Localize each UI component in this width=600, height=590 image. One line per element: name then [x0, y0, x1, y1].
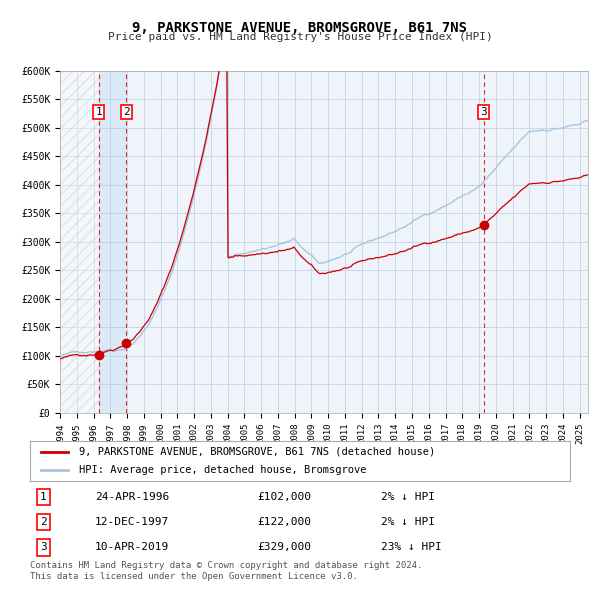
- Text: 2: 2: [40, 517, 47, 527]
- Text: 3: 3: [480, 107, 487, 117]
- Text: Price paid vs. HM Land Registry's House Price Index (HPI): Price paid vs. HM Land Registry's House …: [107, 32, 493, 42]
- Text: 23% ↓ HPI: 23% ↓ HPI: [381, 542, 442, 552]
- Text: Contains HM Land Registry data © Crown copyright and database right 2024.: Contains HM Land Registry data © Crown c…: [30, 560, 422, 569]
- Text: This data is licensed under the Open Government Licence v3.0.: This data is licensed under the Open Gov…: [30, 572, 358, 581]
- Text: £329,000: £329,000: [257, 542, 311, 552]
- Text: 24-APR-1996: 24-APR-1996: [95, 492, 169, 502]
- Text: 9, PARKSTONE AVENUE, BROMSGROVE, B61 7NS: 9, PARKSTONE AVENUE, BROMSGROVE, B61 7NS: [133, 21, 467, 35]
- Text: 2% ↓ HPI: 2% ↓ HPI: [381, 492, 435, 502]
- Text: 2% ↓ HPI: 2% ↓ HPI: [381, 517, 435, 527]
- Text: £102,000: £102,000: [257, 492, 311, 502]
- Text: £122,000: £122,000: [257, 517, 311, 527]
- Text: 1: 1: [95, 107, 102, 117]
- Bar: [60, 71, 99, 413]
- Text: 1: 1: [40, 492, 47, 502]
- Text: 2: 2: [123, 107, 130, 117]
- Text: 10-APR-2019: 10-APR-2019: [95, 542, 169, 552]
- Text: 12-DEC-1997: 12-DEC-1997: [95, 517, 169, 527]
- Bar: [99, 71, 126, 413]
- Text: 3: 3: [40, 542, 47, 552]
- Text: HPI: Average price, detached house, Bromsgrove: HPI: Average price, detached house, Brom…: [79, 464, 366, 474]
- Text: 9, PARKSTONE AVENUE, BROMSGROVE, B61 7NS (detached house): 9, PARKSTONE AVENUE, BROMSGROVE, B61 7NS…: [79, 447, 435, 457]
